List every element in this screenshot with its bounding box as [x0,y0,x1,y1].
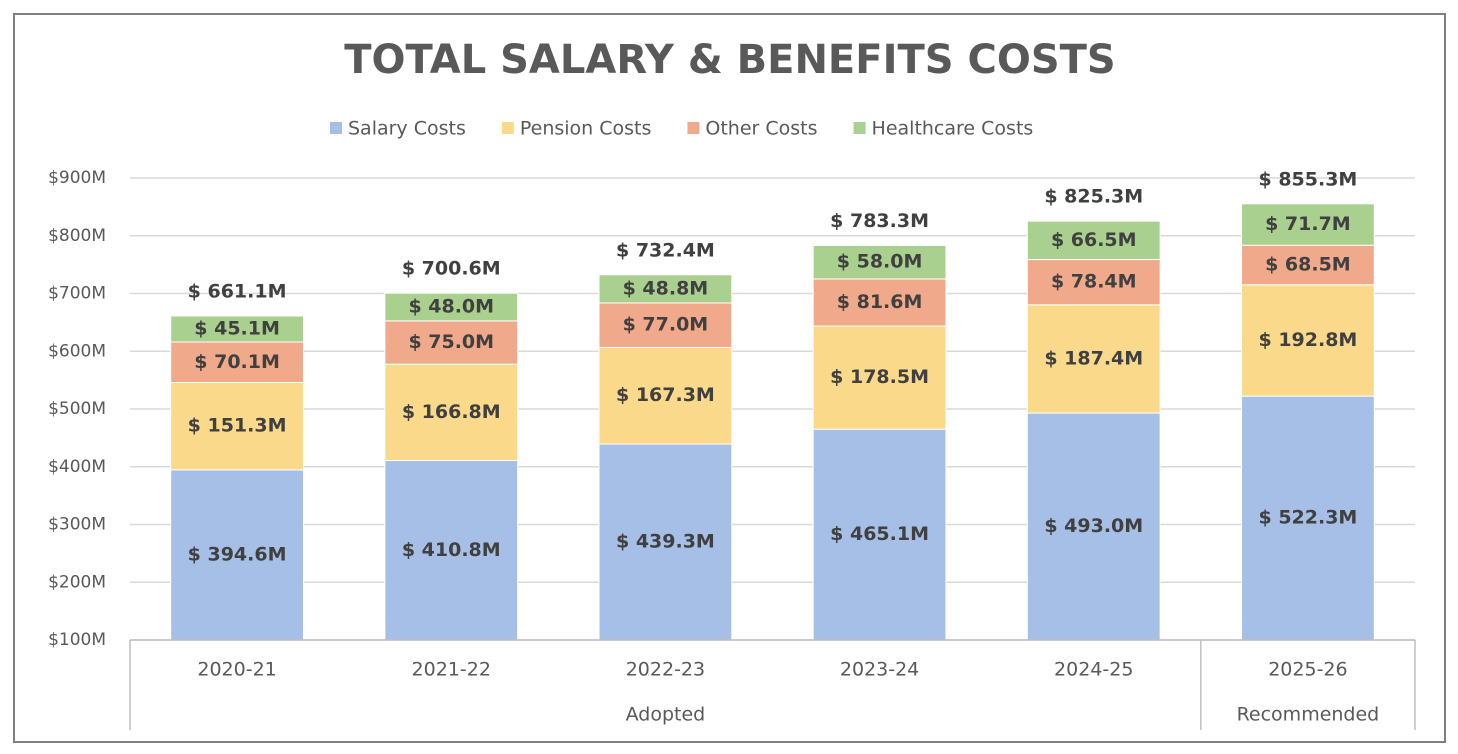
total-label: $ 700.6M [402,258,501,280]
bar-segment [1026,220,1161,261]
data-label: $ 166.8M [402,401,501,423]
legend-label: Healthcare Costs [872,118,1034,140]
x-tick-label: 2020-21 [197,659,276,681]
bar-segment [812,428,947,641]
y-tick-label: $100M [48,630,106,650]
legend-label: Pension Costs [520,118,652,140]
legend-swatch [853,122,866,134]
data-label: $ 77.0M [623,314,709,336]
data-label: $ 81.6M [837,291,923,313]
bar-segment [812,244,947,280]
bar-segment [1241,203,1375,246]
data-label: $ 151.3M [188,415,287,437]
data-label: $ 167.3M [616,384,715,406]
data-label: $ 192.8M [1258,329,1357,351]
x-tick-label: 2025-26 [1268,659,1347,681]
chart-title: TOTAL SALARY & BENEFITS COSTS [344,37,1115,83]
x-tick-label: 2022-23 [626,659,705,681]
legend-swatch [330,122,342,134]
data-label: $ 522.3M [1258,507,1357,529]
x-tick-label: 2021-22 [412,659,491,681]
data-label: $ 66.5M [1051,229,1137,251]
bar-segment [384,460,519,641]
legend-swatch [687,122,700,134]
legend-label: Salary Costs [348,118,466,140]
data-label: $ 465.1M [830,523,929,545]
y-tick-label: $600M [48,341,106,361]
total-label: $ 825.3M [1044,186,1143,208]
bar-segment [1026,412,1161,641]
y-tick-label: $800M [48,226,106,246]
bar-segment [170,381,304,471]
bar-segment [812,325,947,430]
bar-segment [1026,304,1161,414]
total-label: $ 732.4M [616,239,715,261]
data-label: $ 70.1M [194,351,280,373]
group-label: Adopted [626,704,706,726]
y-tick-label: $900M [48,168,106,188]
data-label: $ 68.5M [1265,254,1351,276]
y-tick-label: $400M [48,457,106,477]
bar-segment [598,443,733,641]
y-tick-label: $700M [48,284,106,304]
bar-segment [170,315,304,343]
group-label: Recommended [1237,704,1380,726]
data-label: $ 75.0M [408,331,494,353]
bar-segment [1026,259,1161,306]
data-label: $ 78.4M [1051,271,1137,293]
data-label: $ 187.4M [1044,347,1143,369]
data-label: $ 410.8M [402,539,501,561]
bar-segment [1241,395,1375,641]
data-label: $ 71.7M [1265,213,1351,235]
bar-segment [1241,244,1375,286]
data-label: $ 178.5M [830,366,929,388]
legend-label: Other Costs [705,118,817,140]
data-label: $ 58.0M [837,251,923,273]
x-tick-label: 2023-24 [840,659,919,681]
total-label: $ 783.3M [830,210,929,232]
total-label: $ 661.1M [188,280,287,302]
y-tick-label: $300M [48,515,106,535]
x-tick-label: 2024-25 [1054,659,1133,681]
bar-segment [170,341,304,383]
y-tick-label: $500M [48,399,106,419]
bar-segment [384,292,519,322]
data-label: $ 493.0M [1044,515,1143,537]
data-label: $ 48.0M [408,296,494,318]
bar-segment [598,274,733,304]
y-tick-label: $200M [48,572,106,592]
data-label: $ 45.1M [194,317,280,339]
bar-segment [384,320,519,365]
data-label: $ 439.3M [616,531,715,553]
bar-segment [812,278,947,327]
data-label: $ 394.6M [188,543,287,565]
total-label: $ 855.3M [1258,168,1357,190]
data-label: $ 48.8M [623,277,709,299]
legend-swatch [501,122,514,134]
bar-segment [598,302,733,348]
bar-segment [1241,284,1375,397]
